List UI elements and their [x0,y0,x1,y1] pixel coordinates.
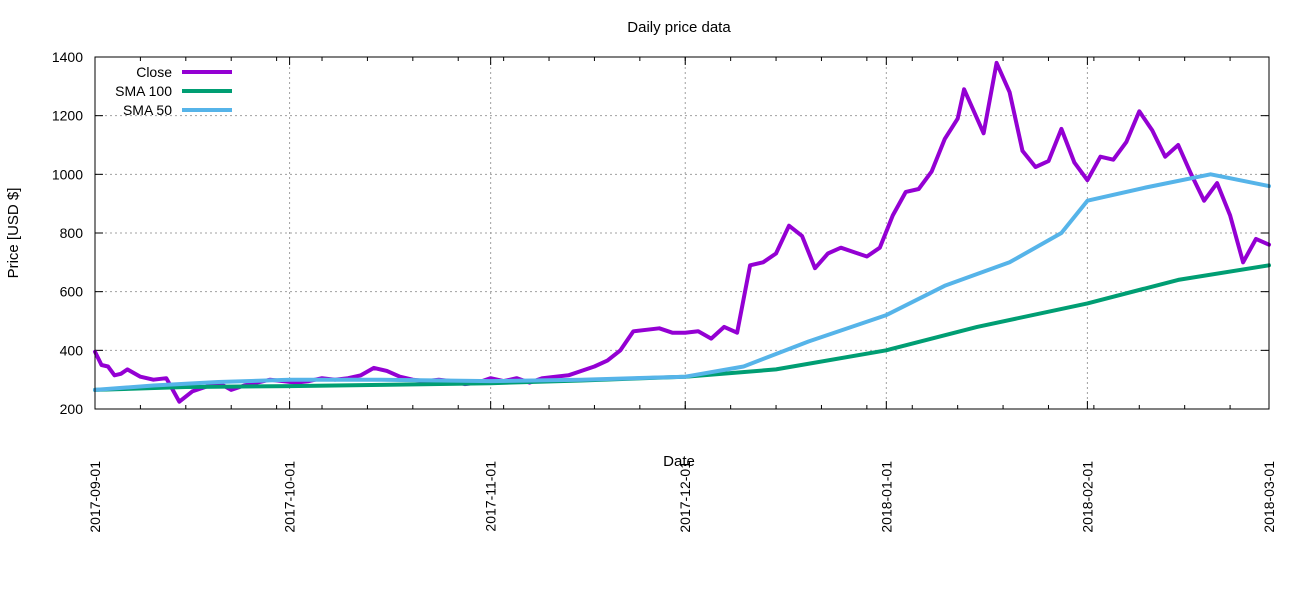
chart-title: Daily price data [627,19,731,36]
legend-label-close: Close [136,64,172,80]
x-tick-label: 2018-03-01 [1261,461,1277,533]
y-tick-label: 200 [60,401,84,417]
y-tick-label: 1000 [52,166,83,182]
series-lines [93,60,1271,404]
legend-label-sma-50: SMA 50 [123,102,172,118]
x-tick-label: 2017-10-01 [282,461,298,533]
x-tick-label: 2018-01-01 [878,461,894,533]
y-axis-label: Price [USD $] [5,188,22,279]
x-tick-label: 2017-12-01 [677,461,693,533]
series-line-close [93,60,1271,404]
grid-lines [95,57,1269,409]
x-tick-label: 2017-09-01 [87,461,103,533]
series-line-sma-100 [93,263,1271,392]
y-tick-label: 1200 [52,108,83,124]
y-tick-label: 1400 [52,49,83,65]
x-tick-label: 2018-02-01 [1079,461,1095,533]
plot-border [94,56,1270,410]
series-line-sma-50 [93,172,1271,392]
y-tick-label: 600 [60,284,84,300]
legend: Close SMA 100 SMA 50 [115,64,232,118]
y-tick-label: 400 [60,342,84,358]
x-axis-label: Date [663,453,695,470]
legend-label-sma-100: SMA 100 [115,83,172,99]
axis-ticks: 200 400 600 800 1000 1200 1400 2017-09-01 2017-1… [52,49,1277,533]
y-tick-label: 800 [60,225,84,241]
x-tick-label: 2017-11-01 [483,461,499,532]
